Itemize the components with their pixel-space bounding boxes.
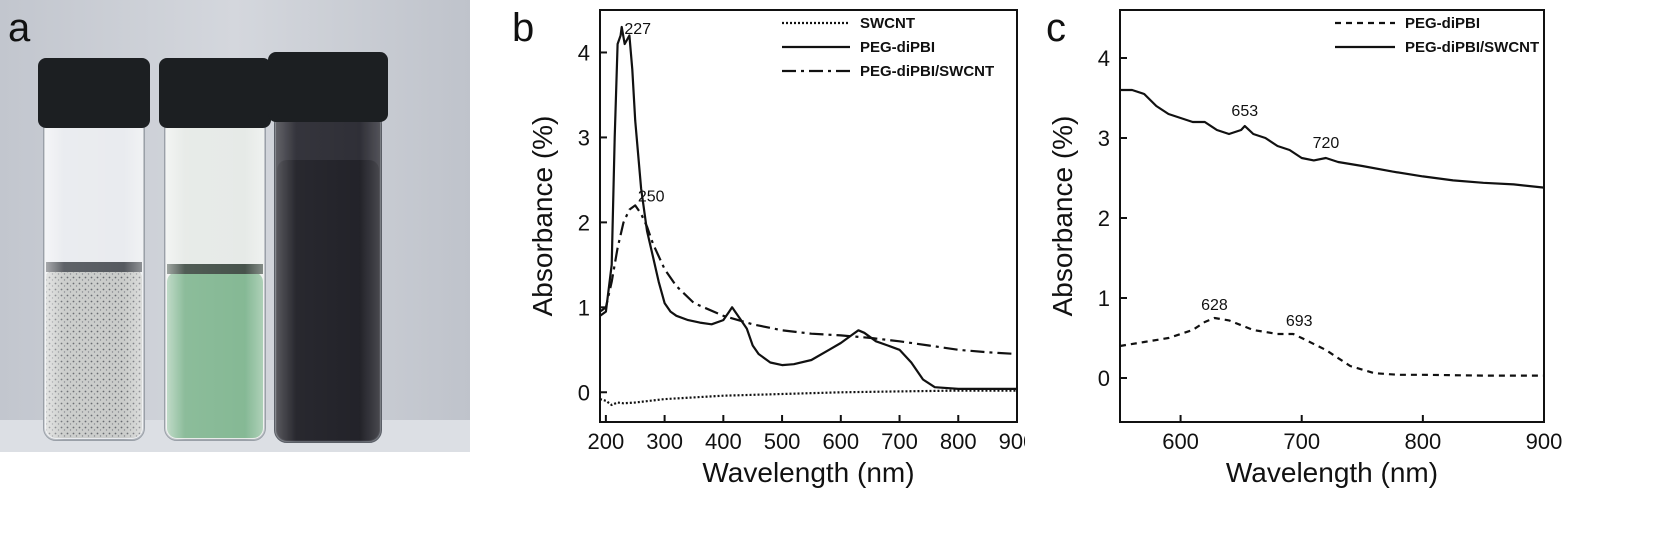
series-peg-dipbi [1119, 316, 1544, 377]
plot-frame [599, 9, 1018, 423]
x-tick-label: 700 [1283, 429, 1320, 454]
vials-photo [0, 0, 470, 452]
peak-annotation: 250 [638, 188, 665, 205]
y-tick-label: 0 [1098, 366, 1110, 391]
x-tick-label: 600 [822, 429, 859, 454]
peak-annotation: 693 [1286, 313, 1313, 330]
x-tick-label: 400 [705, 429, 742, 454]
y-tick-label: 3 [1098, 126, 1110, 151]
x-tick-label: 900 [999, 429, 1025, 454]
legend-label: PEG-diPBI/SWCNT [860, 63, 994, 80]
peak-annotation: 628 [1201, 297, 1228, 314]
y-tick-label: 2 [578, 210, 590, 235]
chart-c: 600 700 800 900 0 1 2 3 4 Wavelength (nm) Absorban… [1047, 9, 1563, 488]
plot-frame [1119, 9, 1545, 423]
vial-2 [159, 58, 271, 441]
vial-2-cap [159, 58, 271, 128]
y-tick-label: 2 [1098, 206, 1110, 231]
series-peg-dipbi-swcnt [599, 204, 1018, 356]
vial-3-cap [268, 52, 388, 122]
series-peg-dipbi-swcnt [1120, 88, 1545, 189]
y-axis-title: Absorbance (%) [1047, 116, 1078, 317]
panel-label-c: c [1046, 6, 1066, 50]
y-tick-label: 1 [578, 295, 590, 320]
panel-label-a: a [8, 6, 31, 50]
x-tick-label: 800 [940, 429, 977, 454]
x-tick-label: 500 [764, 429, 801, 454]
y-tick-label: 4 [578, 40, 590, 65]
series-swcnt [599, 389, 1017, 407]
series-peg-dipbi [599, 25, 1017, 390]
vial-1-cap [38, 58, 150, 128]
x-axis-title: Wavelength (nm) [1226, 457, 1438, 488]
x-tick-label: 300 [646, 429, 683, 454]
y-tick-label: 0 [578, 380, 590, 405]
peak-annotation: 653 [1231, 103, 1258, 120]
x-tick-label: 900 [1526, 429, 1563, 454]
legend-label: PEG-diPBI/SWCNT [1405, 39, 1539, 56]
peak-annotation: 720 [1313, 135, 1340, 152]
chart-b: 200 300 400 500 600 700 800 900 0 1 2 3 4 Wavelength … [527, 9, 1025, 488]
legend-label: PEG-diPBI [860, 39, 935, 56]
panel-label-b: b [512, 6, 535, 50]
y-tick-label: 3 [578, 125, 590, 150]
y-axis-title: Absorbance (%) [527, 116, 558, 317]
x-tick-label: 600 [1162, 429, 1199, 454]
x-tick-label: 200 [588, 429, 625, 454]
legend-label: SWCNT [860, 15, 915, 32]
x-tick-label: 800 [1404, 429, 1441, 454]
vial-1 [38, 58, 150, 441]
y-tick-label: 4 [1098, 46, 1110, 71]
x-axis-title: Wavelength (nm) [702, 457, 914, 488]
vial-3 [268, 52, 388, 443]
peak-annotation: 227 [624, 21, 651, 38]
y-tick-label: 1 [1098, 286, 1110, 311]
legend-label: PEG-diPBI [1405, 15, 1480, 32]
x-tick-label: 700 [881, 429, 918, 454]
